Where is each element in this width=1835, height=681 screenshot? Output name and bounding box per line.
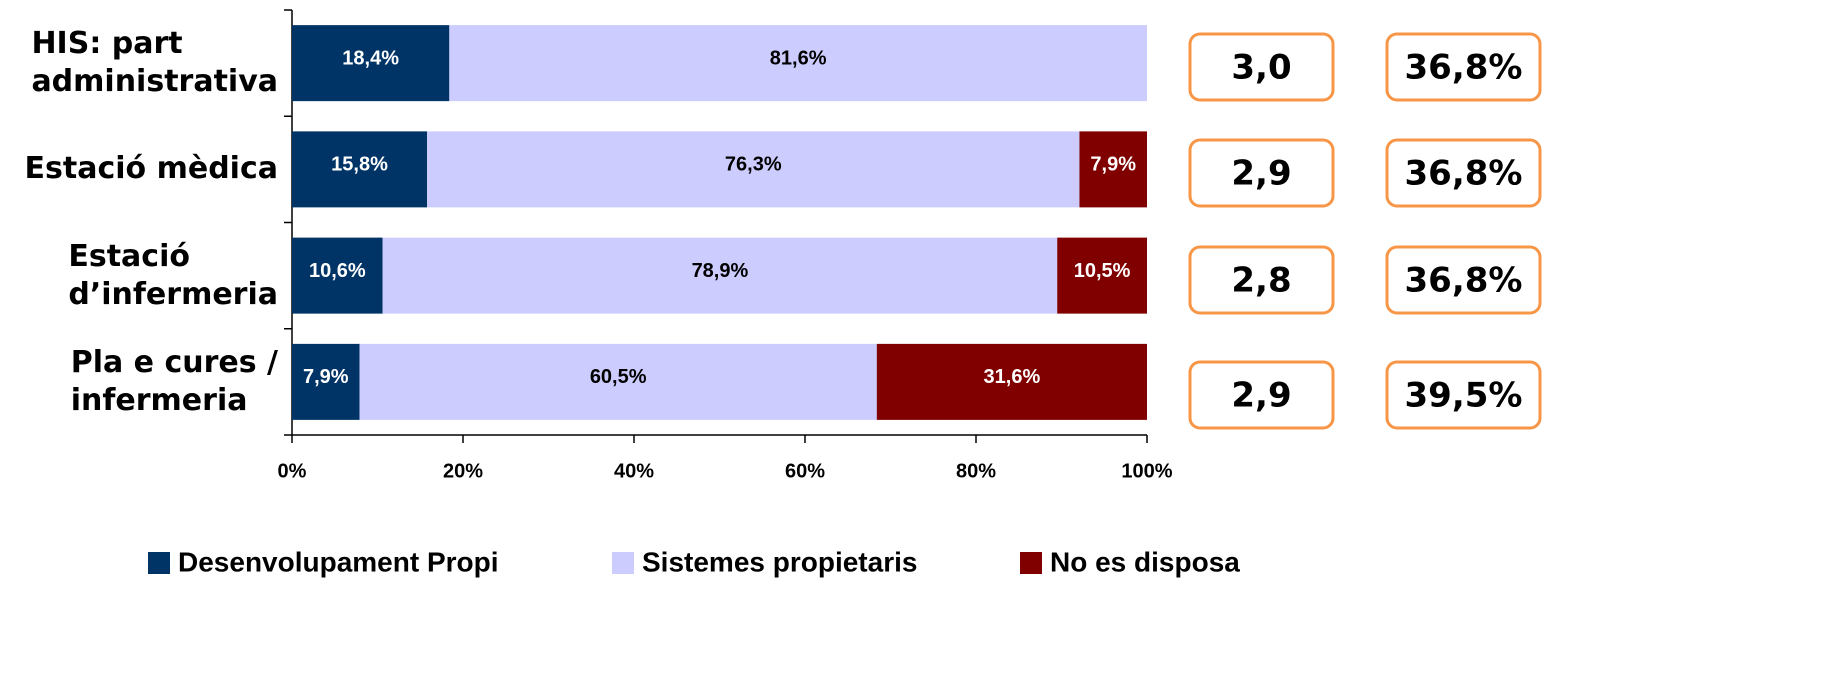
value-box-label: 2,9 xyxy=(1231,376,1291,416)
value-box xyxy=(1188,245,1335,315)
data-label: 10,6% xyxy=(309,260,366,282)
x-tick-label: 20% xyxy=(443,460,483,482)
data-label: 10,5% xyxy=(1074,260,1131,282)
value-box xyxy=(1385,245,1542,315)
x-tick-label: 100% xyxy=(1121,460,1172,482)
data-label: 78,9% xyxy=(692,260,749,282)
value-box xyxy=(1188,138,1335,208)
value-box-label: 36,8% xyxy=(1405,154,1523,194)
bar-segment xyxy=(876,343,1147,420)
value-box-label: 2,9 xyxy=(1231,154,1291,194)
value-box xyxy=(1385,138,1542,208)
bar-segment xyxy=(382,237,1058,314)
data-label: 7,9% xyxy=(303,366,349,388)
legend-swatch xyxy=(612,552,634,574)
x-tick-label: 80% xyxy=(956,460,996,482)
bar-segment xyxy=(292,25,450,102)
data-label: 31,6% xyxy=(984,366,1041,388)
legend-swatch xyxy=(148,552,170,574)
legend-label: Desenvolupament Propi xyxy=(178,546,499,577)
data-label: 7,9% xyxy=(1090,154,1136,176)
data-label: 15,8% xyxy=(331,154,388,176)
bar-segment xyxy=(292,343,360,420)
value-box-label: 36,8% xyxy=(1405,261,1523,301)
x-tick-label: 40% xyxy=(614,460,654,482)
bar-segment xyxy=(1079,131,1147,208)
bar-segment xyxy=(1057,237,1147,314)
value-box-label: 36,8% xyxy=(1405,48,1523,88)
value-box-label: 2,8 xyxy=(1231,261,1291,301)
legend-swatch xyxy=(1020,552,1042,574)
bar-segment xyxy=(449,25,1147,102)
x-tick-label: 0% xyxy=(278,460,307,482)
bar-segment xyxy=(292,131,428,208)
bar-segment xyxy=(292,237,383,314)
bar-segment xyxy=(427,131,1080,208)
legend-label: No es disposa xyxy=(1050,546,1240,577)
x-tick-label: 60% xyxy=(785,460,825,482)
value-box-label: 3,0 xyxy=(1231,48,1291,88)
value-box xyxy=(1385,32,1542,102)
data-label: 60,5% xyxy=(590,366,647,388)
category-label: HIS: part administrativa xyxy=(31,26,278,100)
bar-segment xyxy=(359,343,877,420)
value-box xyxy=(1385,360,1542,430)
value-box xyxy=(1188,360,1335,430)
category-label: Estació d’infermeria xyxy=(68,238,278,312)
value-box-label: 39,5% xyxy=(1405,376,1523,416)
value-box xyxy=(1188,32,1335,102)
legend-label: Sistemes propietaris xyxy=(642,546,917,577)
category-label: Pla e cures / infermeria xyxy=(70,344,278,418)
data-label: 18,4% xyxy=(342,47,399,69)
data-label: 81,6% xyxy=(770,47,827,69)
category-label: Estació mèdica xyxy=(24,151,278,187)
data-label: 76,3% xyxy=(725,154,782,176)
